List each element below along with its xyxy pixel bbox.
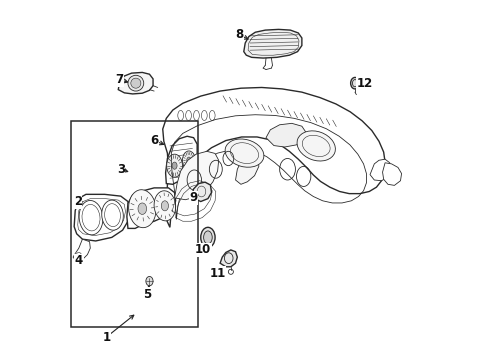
Ellipse shape — [138, 203, 146, 215]
Ellipse shape — [79, 201, 102, 235]
Polygon shape — [382, 163, 401, 185]
Ellipse shape — [350, 77, 359, 89]
Ellipse shape — [186, 157, 191, 163]
Ellipse shape — [154, 191, 175, 221]
Text: 9: 9 — [189, 192, 197, 204]
Text: 4: 4 — [75, 254, 83, 267]
Polygon shape — [369, 159, 390, 181]
Ellipse shape — [182, 151, 195, 170]
Polygon shape — [191, 182, 211, 202]
Ellipse shape — [201, 227, 215, 247]
Polygon shape — [165, 136, 197, 184]
Ellipse shape — [128, 190, 156, 228]
Ellipse shape — [161, 201, 168, 211]
Text: 1: 1 — [102, 330, 110, 343]
Ellipse shape — [224, 139, 264, 167]
Text: 3: 3 — [117, 163, 124, 176]
Polygon shape — [220, 250, 237, 267]
Text: 12: 12 — [356, 77, 372, 90]
Polygon shape — [265, 123, 305, 147]
Polygon shape — [174, 151, 218, 200]
Text: 2: 2 — [74, 195, 81, 208]
Ellipse shape — [166, 154, 182, 177]
Text: 8: 8 — [235, 28, 243, 41]
Ellipse shape — [145, 276, 153, 286]
Polygon shape — [73, 239, 90, 261]
Text: 7: 7 — [115, 73, 123, 86]
Text: 5: 5 — [142, 288, 151, 301]
Polygon shape — [235, 155, 258, 184]
Text: 11: 11 — [209, 267, 225, 280]
Polygon shape — [118, 72, 153, 94]
Ellipse shape — [102, 200, 123, 230]
Ellipse shape — [172, 162, 177, 169]
Ellipse shape — [131, 78, 141, 88]
Ellipse shape — [128, 75, 143, 91]
Polygon shape — [126, 188, 175, 228]
Bar — [70, 121, 198, 327]
Polygon shape — [163, 87, 384, 227]
Ellipse shape — [203, 231, 212, 244]
Ellipse shape — [296, 131, 335, 161]
Text: 6: 6 — [150, 134, 158, 147]
Polygon shape — [74, 194, 129, 241]
Polygon shape — [244, 30, 301, 58]
Text: 10: 10 — [195, 243, 211, 256]
